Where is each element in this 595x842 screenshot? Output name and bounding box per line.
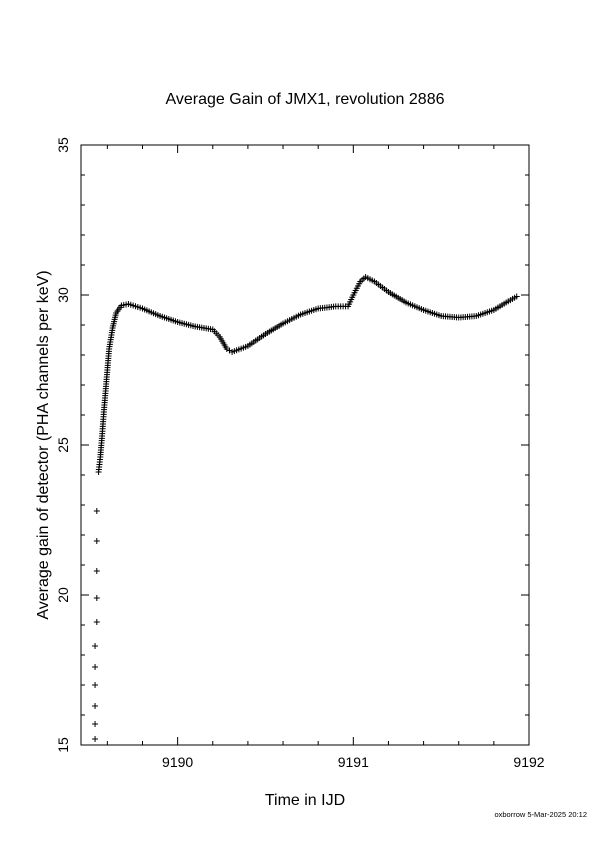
y-tick-label: 30	[55, 287, 71, 303]
y-tick-label: 35	[55, 137, 71, 153]
footer-timestamp: oxborrow 5-Mar-2025 20:12	[494, 810, 587, 819]
y-tick-labels: 15 20 25 30 35	[55, 137, 71, 753]
data-point	[92, 664, 99, 670]
y-tick-label: 25	[55, 437, 71, 453]
data-point	[92, 643, 99, 649]
x-tick-labels: 9190 9191 9192	[162, 754, 545, 770]
data-point	[92, 736, 99, 742]
y-tick-label: 20	[55, 587, 71, 603]
x-tick-label: 9190	[162, 754, 193, 770]
axis-ticks	[81, 144, 530, 746]
data-point	[513, 293, 520, 300]
x-tick-label: 9191	[338, 754, 369, 770]
data-point	[92, 682, 99, 688]
data-point	[92, 721, 99, 727]
x-axis-label: Time in IJD	[265, 792, 345, 809]
data-point	[92, 703, 99, 709]
data-point	[93, 568, 100, 574]
plot-frame	[80, 144, 530, 746]
y-axis-label: Average gain of detector (PHA channels p…	[35, 270, 52, 619]
data-point	[93, 508, 100, 514]
data-point	[93, 619, 100, 625]
chart-title: Average Gain of JMX1, revolution 2886	[166, 91, 445, 108]
data-point	[93, 595, 100, 601]
data-point	[226, 347, 233, 354]
data-points	[92, 274, 520, 742]
data-point	[93, 538, 100, 544]
y-tick-label: 15	[55, 737, 71, 753]
x-tick-label: 9192	[513, 754, 544, 770]
